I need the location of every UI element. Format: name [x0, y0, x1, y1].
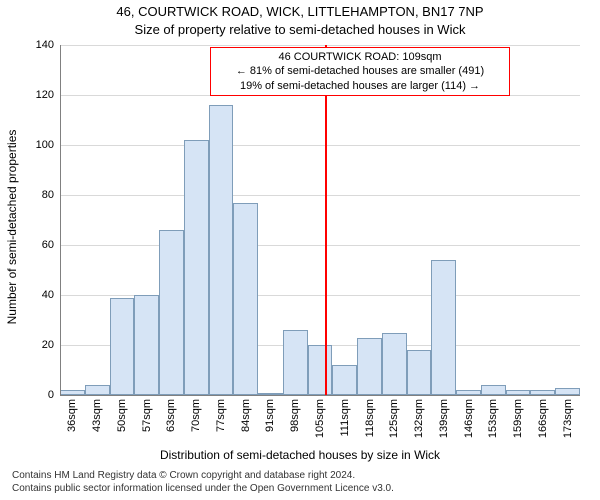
histogram-bar	[184, 140, 209, 395]
histogram-bar	[308, 345, 333, 395]
y-tick-label: 20	[42, 339, 54, 351]
histogram-bar	[332, 365, 357, 395]
y-tick-label: 80	[42, 189, 54, 201]
annotation-box: 46 COURTWICK ROAD: 109sqm← 81% of semi-d…	[210, 47, 510, 96]
histogram-bar	[134, 295, 159, 395]
chart-root: 46, COURTWICK ROAD, WICK, LITTLEHAMPTON,…	[0, 0, 600, 500]
annotation-line3: 19% of semi-detached houses are larger (…	[217, 79, 503, 93]
x-tick-label: 166sqm	[537, 399, 549, 438]
histogram-bar	[85, 385, 110, 395]
x-tick-label: 70sqm	[190, 399, 202, 432]
grid-line	[60, 45, 580, 46]
y-tick-label: 120	[36, 89, 54, 101]
histogram-bar	[481, 385, 506, 395]
histogram-bar	[209, 105, 234, 395]
y-tick-label: 0	[48, 389, 54, 401]
x-tick-label: 50sqm	[116, 399, 128, 432]
subject-marker-line	[325, 45, 327, 395]
histogram-bar	[431, 260, 456, 395]
x-tick-label: 132sqm	[413, 399, 425, 438]
y-tick-label: 100	[36, 139, 54, 151]
x-tick-label: 153sqm	[487, 399, 499, 438]
x-tick-label: 146sqm	[463, 399, 475, 438]
x-tick-label: 36sqm	[66, 399, 78, 432]
y-axis-title: Number of semi-detached properties	[5, 52, 19, 402]
histogram-bar	[233, 203, 258, 396]
x-axis-line	[60, 395, 580, 396]
annotation-line1: 46 COURTWICK ROAD: 109sqm	[217, 50, 503, 64]
annotation-line2: ← 81% of semi-detached houses are smalle…	[217, 64, 503, 78]
x-tick-label: 84sqm	[240, 399, 252, 432]
chart-title-line1: 46, COURTWICK ROAD, WICK, LITTLEHAMPTON,…	[0, 4, 600, 19]
histogram-bar	[110, 298, 135, 396]
x-tick-label: 125sqm	[388, 399, 400, 438]
x-tick-label: 159sqm	[512, 399, 524, 438]
x-tick-label: 105sqm	[314, 399, 326, 438]
attribution-line2: Contains public sector information licen…	[12, 483, 394, 496]
histogram-bar	[382, 333, 407, 396]
y-tick-label: 60	[42, 239, 54, 251]
y-tick-label: 40	[42, 289, 54, 301]
x-tick-label: 91sqm	[264, 399, 276, 432]
x-tick-label: 77sqm	[215, 399, 227, 432]
x-tick-label: 139sqm	[438, 399, 450, 438]
histogram-bar	[357, 338, 382, 396]
x-axis-title: Distribution of semi-detached houses by …	[0, 448, 600, 462]
attribution-footer: Contains HM Land Registry data © Crown c…	[12, 470, 394, 495]
chart-title-line2: Size of property relative to semi-detach…	[0, 22, 600, 37]
x-tick-label: 43sqm	[91, 399, 103, 432]
x-tick-label: 111sqm	[339, 399, 351, 437]
histogram-bar	[555, 388, 580, 396]
x-tick-label: 63sqm	[165, 399, 177, 432]
x-tick-label: 173sqm	[562, 399, 574, 438]
x-tick-label: 98sqm	[289, 399, 301, 432]
x-tick-label: 57sqm	[141, 399, 153, 432]
x-tick-label: 118sqm	[364, 399, 376, 437]
histogram-bar	[407, 350, 432, 395]
grid-line	[60, 245, 580, 246]
y-axis-line	[60, 45, 61, 395]
attribution-line1: Contains HM Land Registry data © Crown c…	[12, 470, 394, 483]
histogram-bar	[283, 330, 308, 395]
grid-line	[60, 145, 580, 146]
plot-area: 02040608010012014036sqm43sqm50sqm57sqm63…	[60, 45, 580, 395]
grid-line	[60, 195, 580, 196]
y-tick-label: 140	[36, 39, 54, 51]
histogram-bar	[159, 230, 184, 395]
